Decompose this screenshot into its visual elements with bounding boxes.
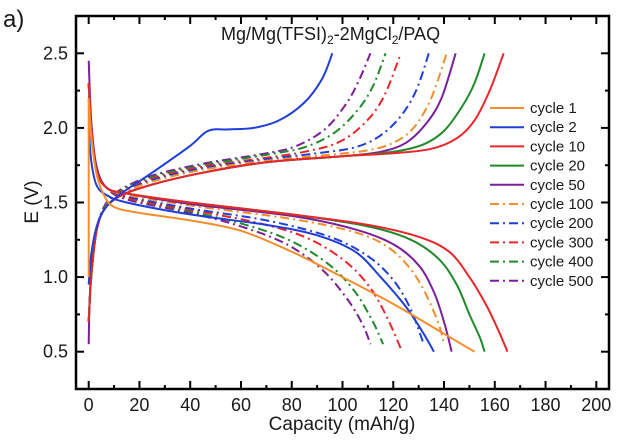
legend-item: cycle 200 [490,215,593,232]
series-cycle-200-charge [87,52,430,322]
legend-item: cycle 500 [490,273,593,290]
x-tick-label: 120 [378,395,408,415]
series-layer [87,52,509,353]
chart-title: Mg/Mg(TFSI)2-2MgCl2/PAQ [221,24,440,47]
legend-item: cycle 400 [490,254,593,271]
legend-item: cycle 1 [490,100,577,117]
y-tick-label: 0.5 [43,342,68,362]
series-cycle-1-discharge [87,98,476,353]
x-tick-label: 200 [581,395,611,415]
legend-item: cycle 50 [490,177,585,194]
series-cycle-10-charge [87,52,505,322]
ticks-layer: 0 20 40 60 80 100 120 140 160 180 200 0.5 1.0 1.5 2.0 2… [43,16,611,415]
x-axis-label: Capacity (mAh/g) [269,414,416,435]
y-tick-label: 1.5 [43,193,68,213]
x-tick-label: 60 [231,395,251,415]
legend-item: cycle 300 [490,234,593,251]
x-tick-label: 80 [282,395,302,415]
y-tick-label: 2.0 [43,118,68,138]
series-cycle-100-discharge [87,83,445,345]
legend-item: cycle 10 [490,138,585,155]
legend: cycle 1 cycle 2 cycle 10 cycle 20 cycle 50 cy… [490,100,593,290]
series-cycle-100-charge [87,52,448,322]
y-tick-label: 2.5 [43,43,68,63]
legend-item: cycle 20 [490,158,585,175]
legend-label: cycle 400 [530,254,593,271]
x-tick-label: 20 [129,395,149,415]
title-part: 2 [392,33,399,47]
title-part: 2 [327,33,334,47]
title-part: -2MgCl [334,24,392,44]
x-tick-label: 140 [429,395,459,415]
x-tick-label: 0 [84,395,94,415]
y-axis-label: E (V) [22,180,43,223]
legend-label: cycle 500 [530,273,593,290]
title-part: /PAQ [398,24,440,44]
y-tick-label: 1.0 [43,267,68,287]
legend-label: cycle 1 [530,100,577,117]
legend-label: cycle 50 [530,177,585,194]
x-tick-label: 180 [531,395,561,415]
x-tick-label: 160 [480,395,510,415]
x-tick-label: 100 [327,395,357,415]
legend-label: cycle 100 [530,196,593,213]
legend-label: cycle 200 [530,215,593,232]
legend-label: cycle 300 [530,234,593,251]
legend-label: cycle 10 [530,138,585,155]
x-tick-label: 40 [180,395,200,415]
legend-label: cycle 2 [530,119,577,136]
series-cycle-300-discharge [87,83,402,350]
legend-item: cycle 2 [490,119,577,136]
panel-label: a) [3,6,24,33]
title-part: Mg/Mg(TFSI) [221,24,327,44]
series-cycle-400-charge [87,52,387,322]
legend-label: cycle 20 [530,158,585,175]
legend-item: cycle 100 [490,196,593,213]
series-cycle-20-charge [87,52,486,322]
series-cycle-2-discharge [87,127,435,353]
series-cycle-2-charge [87,52,334,285]
series-cycle-400-discharge [87,83,385,345]
series-cycle-200-discharge [87,83,425,345]
